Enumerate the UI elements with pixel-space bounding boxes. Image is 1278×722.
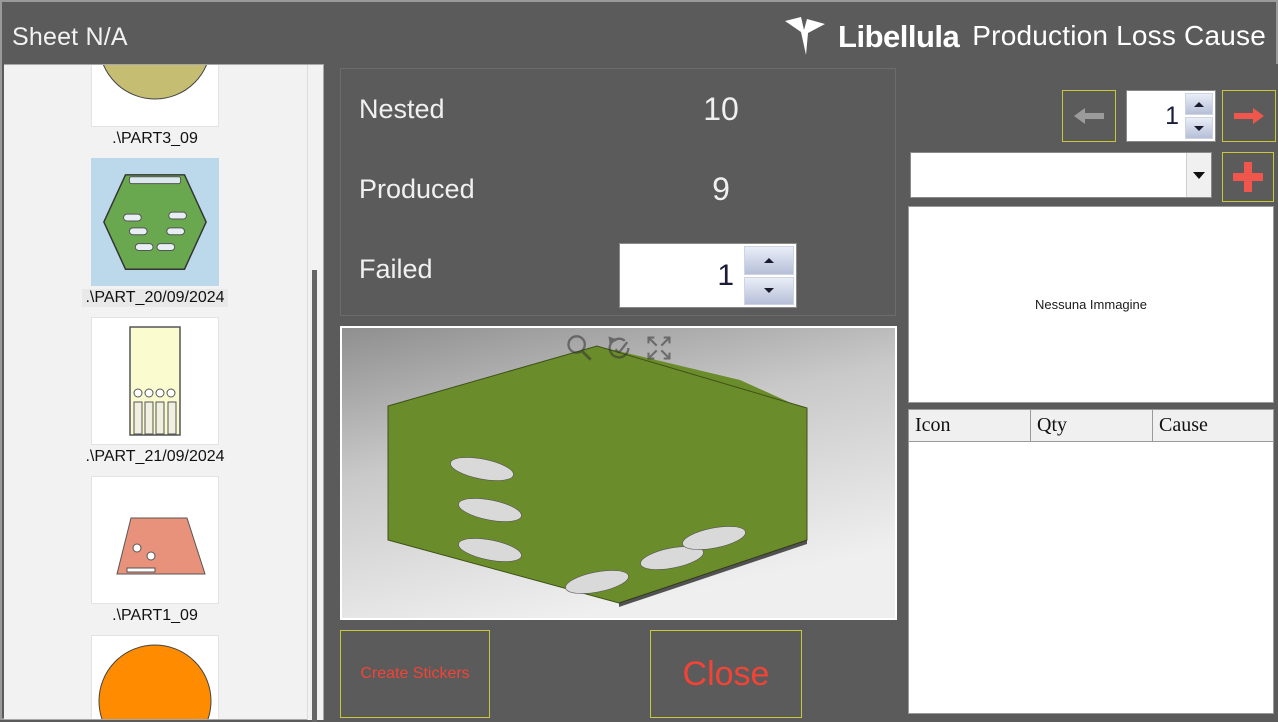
- cause-index-decrement-button[interactable]: [1185, 117, 1213, 139]
- parts-list-content: .\PART3_09 .\PART_20/09/2024: [4, 65, 306, 719]
- title-bar: Sheet N/A Libellula Production Loss Caus…: [2, 2, 1276, 64]
- part-label: .\PART1_09: [112, 607, 198, 624]
- part-thumbnail[interactable]: [91, 476, 219, 604]
- cause-navigation-row: 1: [902, 90, 1278, 146]
- rect-fingers-icon: [129, 326, 181, 436]
- previous-cause-button[interactable]: [1062, 90, 1116, 142]
- trapezoid-icon: [116, 517, 206, 575]
- cause-index-stepper[interactable]: 1: [1126, 90, 1216, 142]
- column-header-icon[interactable]: Icon: [909, 410, 1031, 441]
- stat-label: Failed: [359, 253, 433, 284]
- failed-stepper-buttons: [744, 244, 796, 307]
- cause-table[interactable]: Icon Qty Cause: [908, 409, 1274, 714]
- arrow-right-icon: [1234, 108, 1264, 124]
- brand-header: Libellula Production Loss Cause: [781, 14, 1266, 58]
- rotate-icon[interactable]: [605, 334, 633, 362]
- brand-subtitle: Production Loss Cause: [972, 20, 1266, 51]
- failed-decrement-button[interactable]: [744, 276, 794, 305]
- cause-index-increment-button[interactable]: [1185, 93, 1213, 115]
- part-label: .\PART_21/09/2024: [85, 448, 225, 465]
- plus-icon: [1233, 162, 1263, 192]
- arrow-left-icon: [1074, 108, 1104, 124]
- stat-label: Nested: [359, 93, 445, 124]
- page-title: Sheet N/A: [12, 23, 128, 51]
- libellula-dragonfly-logo: [785, 17, 826, 55]
- fit-expand-icon[interactable]: [645, 334, 673, 362]
- stat-row-failed: Failed 1: [341, 229, 897, 309]
- cause-image-preview: Nessuna Immagine: [908, 206, 1274, 403]
- failed-increment-button[interactable]: [744, 246, 794, 275]
- parts-list-scrollbar[interactable]: [307, 65, 323, 722]
- cause-index-stepper-buttons: [1185, 91, 1215, 141]
- parts-list[interactable]: .\PART3_09 .\PART_20/09/2024: [4, 64, 324, 720]
- triangle-up-icon: [764, 257, 774, 263]
- list-item[interactable]: .\PART_20/09/2024: [4, 152, 306, 311]
- center-panel: Nested 10 Produced 9 Failed 1: [324, 64, 902, 720]
- cause-select-value[interactable]: [911, 153, 1186, 197]
- part-3d-viewer[interactable]: [340, 326, 897, 620]
- triangle-down-icon: [1194, 125, 1204, 131]
- part-thumbnail[interactable]: [91, 65, 219, 127]
- cause-table-body[interactable]: [909, 442, 1273, 713]
- cause-select-row: [902, 152, 1278, 204]
- failed-quantity-stepper[interactable]: 1: [619, 243, 797, 308]
- triangle-down-icon: [764, 288, 774, 294]
- production-stats: Nested 10 Produced 9 Failed 1: [340, 68, 896, 316]
- scrollbar-thumb[interactable]: [312, 270, 317, 722]
- brand-name: Libellula: [838, 18, 960, 54]
- stat-row-produced: Produced 9: [341, 149, 897, 229]
- part-thumbnail[interactable]: [91, 635, 219, 719]
- viewer-toolbar: [565, 334, 673, 362]
- create-stickers-button[interactable]: Create Stickers: [340, 630, 490, 718]
- add-cause-button[interactable]: [1222, 152, 1274, 202]
- list-item[interactable]: .\PART3_09: [4, 65, 306, 152]
- stat-value: 9: [712, 170, 730, 207]
- chevron-down-icon[interactable]: [1186, 153, 1211, 197]
- cause-select[interactable]: [910, 152, 1212, 198]
- part-thumbnail[interactable]: [91, 317, 219, 445]
- cause-table-header: Icon Qty Cause: [909, 410, 1273, 442]
- half-circle-orange-icon: [98, 644, 212, 719]
- cause-index-value[interactable]: 1: [1165, 101, 1179, 130]
- list-item[interactable]: .\PART1_09: [4, 470, 306, 629]
- triangle-up-icon: [1194, 101, 1204, 107]
- hexagon-slots-icon: [103, 174, 207, 270]
- column-header-cause[interactable]: Cause: [1159, 414, 1208, 436]
- next-cause-button[interactable]: [1222, 90, 1276, 142]
- part-3d-model: [342, 328, 895, 618]
- failed-quantity-value[interactable]: 1: [717, 258, 734, 292]
- part-label: .\PART_20/09/2024: [82, 289, 228, 307]
- part-thumbnail-selected[interactable]: [91, 158, 219, 286]
- list-item[interactable]: .\PART_21/09/2024: [4, 311, 306, 470]
- column-header-qty[interactable]: Qty: [1031, 410, 1153, 441]
- stat-label: Produced: [359, 173, 475, 204]
- close-button[interactable]: Close: [650, 630, 802, 718]
- magnifier-zoom-icon[interactable]: [565, 334, 593, 362]
- half-circle-icon: [102, 65, 208, 100]
- part-label: .\PART3_09: [112, 130, 198, 147]
- no-image-label: Nessuna Immagine: [1035, 297, 1147, 312]
- stat-row-nested: Nested 10: [341, 69, 897, 149]
- stat-value: 10: [703, 90, 739, 127]
- loss-cause-panel: 1: [902, 64, 1278, 720]
- list-item[interactable]: [4, 629, 306, 719]
- viewer-canvas[interactable]: [342, 328, 895, 618]
